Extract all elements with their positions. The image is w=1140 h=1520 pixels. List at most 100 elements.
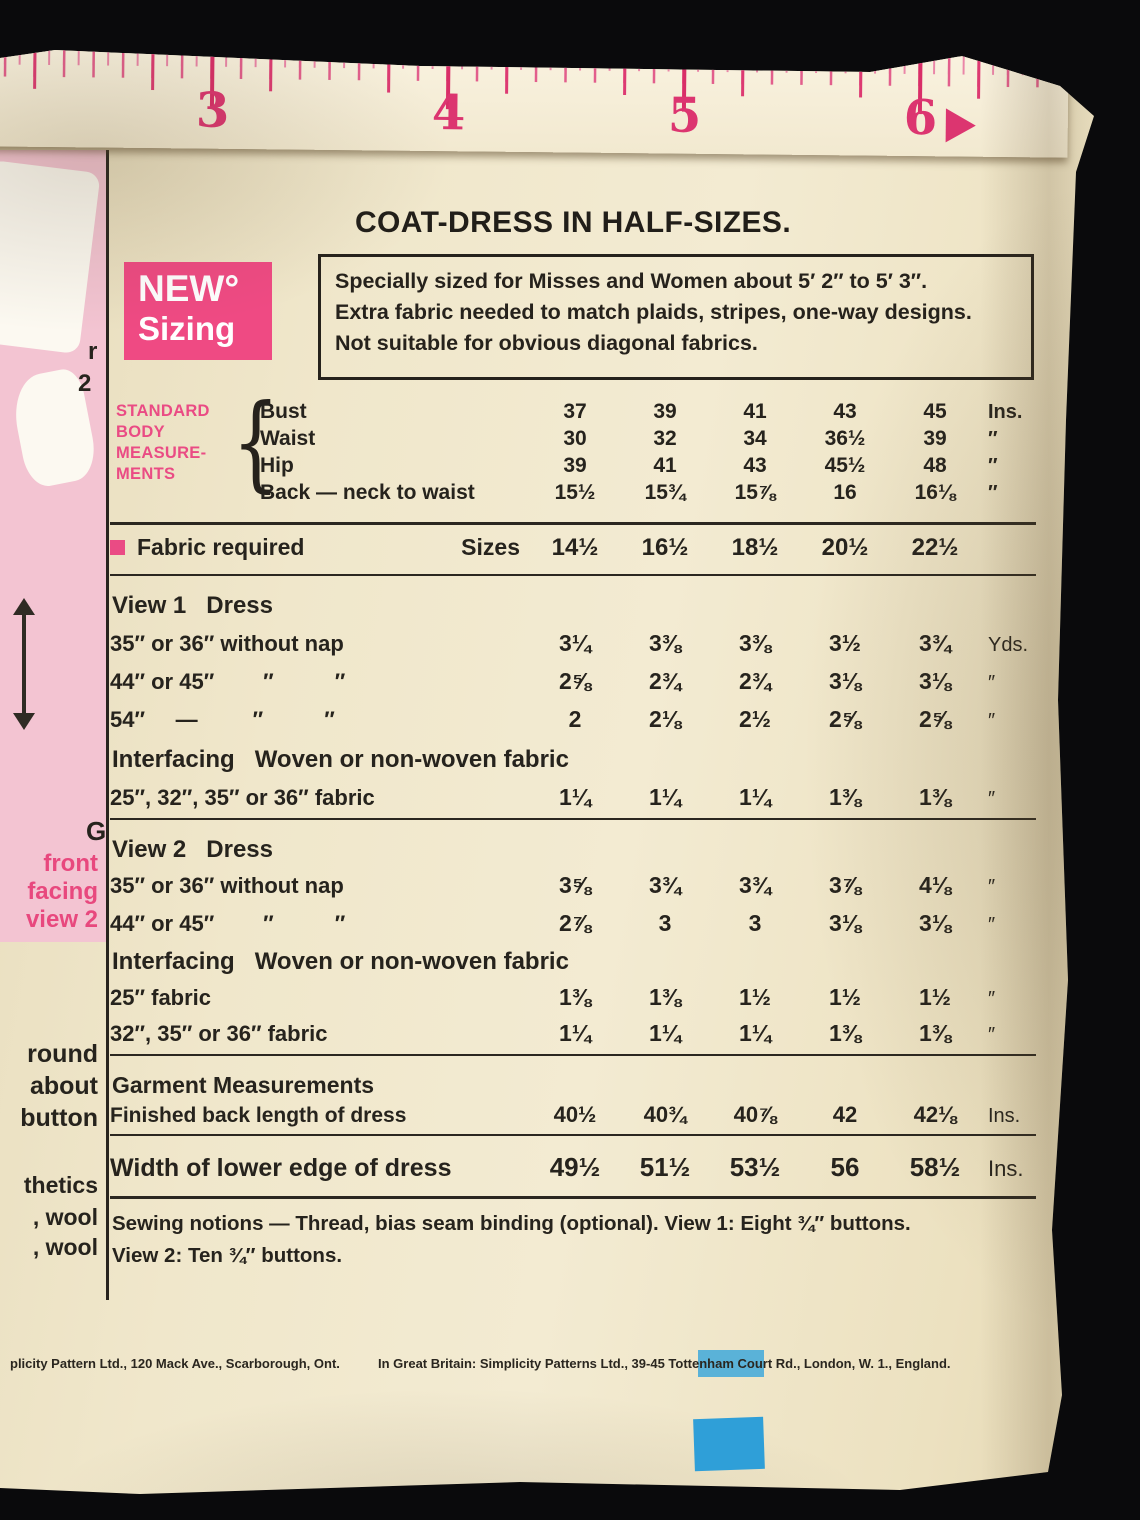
table-row: 35″ or 36″ without nap 3⅝ 3¾ 3¾ 3⅞ 4⅛ ″ bbox=[110, 872, 1036, 899]
cutoff-text: r bbox=[88, 338, 98, 365]
ruler-number: 4 bbox=[431, 84, 466, 142]
cell: 30 bbox=[563, 427, 587, 450]
cell: 1⅜ bbox=[649, 984, 681, 1010]
label-line: MEASURE- bbox=[116, 444, 207, 462]
cell: 39 bbox=[653, 400, 677, 423]
table-row: 25″, 32″, 35″ or 36″ fabric 1¼ 1¼ 1¼ 1⅜ … bbox=[110, 784, 1036, 811]
size-header: 20½ bbox=[821, 534, 869, 561]
cell: 3⅜ bbox=[649, 630, 681, 656]
cell: 53½ bbox=[729, 1152, 781, 1182]
row-label: 35″ or 36″ without nap bbox=[110, 873, 344, 898]
cutoff-text: about bbox=[29, 1072, 98, 1100]
cell: 37 bbox=[563, 400, 587, 423]
badge-line2: Sizing bbox=[138, 310, 236, 347]
row-label: Finished back length of dress bbox=[110, 1104, 407, 1127]
cell: 1¼ bbox=[559, 1020, 591, 1046]
section-heading-view2: View 2 Dress bbox=[112, 836, 273, 863]
cutoff-text: button bbox=[20, 1104, 98, 1132]
cell: 3 bbox=[748, 910, 762, 936]
divider bbox=[110, 818, 1036, 820]
unit-cell: Ins. bbox=[988, 1105, 1021, 1127]
size-header: 18½ bbox=[731, 534, 779, 561]
vertical-arrow-icon bbox=[22, 614, 26, 714]
badge-line1: NEW° bbox=[138, 268, 240, 309]
cell: 1¼ bbox=[559, 784, 591, 810]
cell: 4⅛ bbox=[919, 872, 951, 898]
divider bbox=[110, 574, 1036, 576]
cell: 1½ bbox=[829, 984, 861, 1010]
unit-cell: ″ bbox=[988, 455, 998, 477]
cell: 1⅜ bbox=[559, 984, 591, 1010]
label-line: MENTS bbox=[116, 465, 176, 483]
size-header: 16½ bbox=[641, 534, 689, 561]
cell: 32 bbox=[653, 427, 677, 450]
unit-cell: ″ bbox=[988, 914, 996, 936]
label-line: STANDARD bbox=[116, 402, 210, 420]
arrow-down-icon bbox=[13, 713, 35, 730]
cell: 39 bbox=[923, 427, 947, 450]
cell: 1¼ bbox=[739, 1020, 771, 1046]
row-label: Width of lower edge of dress bbox=[110, 1154, 452, 1182]
row-label: 54″ — ″ ″ bbox=[110, 707, 335, 732]
label-line: BODY bbox=[116, 423, 165, 441]
blue-tape-tab bbox=[693, 1416, 765, 1472]
fabric-required-row: Fabric required Sizes 14½ 16½ 18½ 20½ 22… bbox=[110, 534, 1036, 562]
table-row: 54″ — ″ ″ 2 2⅛ 2½ 2⅝ 2⅝ ″ bbox=[110, 706, 1036, 733]
cell: 1⅜ bbox=[829, 1020, 861, 1046]
row-label: 25″ fabric bbox=[110, 985, 212, 1010]
cutoff-text: front bbox=[43, 850, 98, 877]
column-divider bbox=[106, 150, 109, 1300]
unit-cell: ″ bbox=[988, 1024, 996, 1046]
cell: 2½ bbox=[739, 706, 771, 732]
cell: 16 bbox=[833, 481, 857, 504]
cell: 49½ bbox=[549, 1152, 601, 1182]
cell: 1½ bbox=[919, 984, 951, 1010]
unit-cell: Ins. bbox=[988, 401, 1023, 423]
divider bbox=[110, 1054, 1036, 1056]
table-row: 25″ fabric 1⅜ 1⅜ 1½ 1½ 1½ ″ bbox=[110, 984, 1036, 1011]
unit-cell: Ins. bbox=[988, 1156, 1024, 1181]
cell: 2¾ bbox=[739, 668, 771, 694]
row-label: Fabric required Sizes bbox=[110, 534, 530, 561]
blue-sticker bbox=[698, 1350, 764, 1377]
cell: 2⅝ bbox=[919, 706, 951, 732]
cell: 1¼ bbox=[649, 784, 681, 810]
cell: 2⅝ bbox=[559, 668, 591, 694]
cell: 3¼ bbox=[559, 630, 591, 656]
size-header: 14½ bbox=[551, 534, 599, 561]
cell: 1¼ bbox=[739, 784, 771, 810]
cell: 2⅝ bbox=[829, 706, 861, 732]
unit-cell: ″ bbox=[988, 876, 996, 898]
cell: 1¼ bbox=[649, 1020, 681, 1046]
row-label: 44″ or 45″ ″ ″ bbox=[110, 669, 346, 694]
cell: 34 bbox=[743, 427, 767, 450]
size-header: 22½ bbox=[911, 534, 959, 561]
cell: 39 bbox=[563, 454, 587, 477]
notice-line: Not suitable for obvious diagonal fabric… bbox=[335, 331, 758, 355]
cell: 40⅞ bbox=[733, 1102, 777, 1127]
cell: 3⅛ bbox=[919, 668, 951, 694]
table-row: Waist 30 32 34 36½ 39 ″ bbox=[110, 427, 1036, 451]
cell: 3¾ bbox=[649, 872, 681, 898]
cell: 3½ bbox=[829, 630, 861, 656]
pink-square-icon bbox=[110, 540, 125, 555]
cell: 2⅞ bbox=[559, 910, 591, 936]
section-heading-garment: Garment Measurements bbox=[112, 1072, 375, 1098]
ruler-number: 6 bbox=[903, 89, 938, 147]
divider bbox=[110, 1134, 1036, 1136]
cutoff-text: , wool bbox=[32, 1204, 98, 1230]
sewing-notions-line2: View 2: Ten ¾″ buttons. bbox=[112, 1244, 343, 1267]
cell: 1⅜ bbox=[919, 1020, 951, 1046]
cell: 15¾ bbox=[644, 481, 686, 504]
cell: 42 bbox=[832, 1102, 858, 1127]
cell: 40½ bbox=[553, 1102, 597, 1127]
fabric-required-label: Fabric required bbox=[137, 534, 305, 560]
section-heading-interfacing1: Interfacing Woven or non-woven fabric bbox=[112, 746, 569, 773]
table-row: Bust 37 39 41 43 45 Ins. bbox=[110, 400, 1036, 424]
unit-cell: ″ bbox=[988, 482, 998, 504]
cell: 3⅛ bbox=[829, 668, 861, 694]
cell: 15⅞ bbox=[734, 481, 776, 504]
unit-cell: ″ bbox=[988, 428, 998, 450]
cell: 3⅛ bbox=[919, 910, 951, 936]
cutoff-text: 2 bbox=[78, 370, 92, 397]
